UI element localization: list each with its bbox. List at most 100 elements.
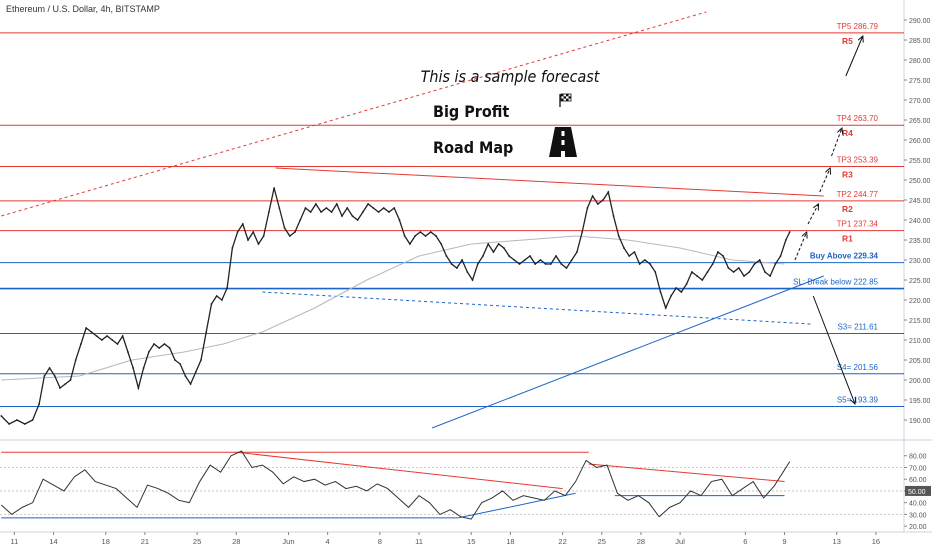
- price-point: [252, 231, 255, 233]
- price-point: [612, 215, 615, 217]
- price-point: [513, 259, 516, 261]
- price-point: [596, 203, 599, 205]
- sample-forecast-text: This is a sample forecast: [421, 67, 601, 86]
- price-point: [753, 263, 756, 265]
- price-point: [758, 259, 761, 261]
- y-tick-label: 265.00: [909, 118, 931, 125]
- price-point: [664, 307, 667, 309]
- price-point: [403, 235, 406, 237]
- level-label-tp2: TP2 244.77: [837, 190, 879, 199]
- x-tick-label: 18: [506, 537, 514, 546]
- price-point: [408, 243, 411, 245]
- x-tick-label: 14: [49, 537, 57, 546]
- price-point: [304, 207, 307, 209]
- price-point: [127, 351, 129, 353]
- price-point: [215, 295, 218, 297]
- price-point: [576, 251, 578, 253]
- y-tick-label: 240.00: [909, 218, 931, 225]
- level-label-buy: Buy Above 229.34: [810, 252, 879, 261]
- price-line: [0, 187, 791, 425]
- price-point: [497, 243, 500, 245]
- price-point: [335, 203, 338, 205]
- trendline-2: [431, 275, 824, 429]
- rsi-trendline-2: [588, 463, 785, 483]
- price-point: [680, 291, 683, 293]
- price-point: [278, 207, 281, 209]
- price-point: [779, 255, 782, 257]
- trendline-1: [1, 11, 707, 217]
- y-tick-label: 270.00: [909, 98, 931, 105]
- price-point: [706, 271, 709, 273]
- rsi-last-value: 50.00: [908, 489, 926, 496]
- rsi-y-tick-label: 30.00: [909, 512, 927, 519]
- price-point: [147, 351, 150, 353]
- price-point: [210, 303, 213, 305]
- price-point: [623, 247, 625, 249]
- y-tick-label: 260.00: [909, 138, 931, 145]
- price-point: [549, 263, 552, 265]
- price-point: [377, 211, 380, 213]
- rsi-y-tick-label: 20.00: [909, 524, 927, 531]
- price-point: [685, 283, 688, 285]
- x-tick-label: 6: [743, 537, 747, 546]
- price-point: [414, 235, 417, 237]
- price-point: [445, 255, 448, 257]
- price-point: [205, 331, 208, 333]
- price-point: [638, 263, 641, 265]
- x-tick-label: 25: [193, 537, 201, 546]
- price-point: [670, 295, 672, 297]
- grid: [0, 0, 932, 533]
- price-point: [487, 243, 490, 245]
- level-tag-r4: R4: [842, 128, 853, 138]
- price-point: [602, 199, 604, 201]
- x-tick-label: Jul: [675, 537, 685, 546]
- price-point: [179, 363, 182, 365]
- level-label-tp5: TP5 286.79: [837, 22, 879, 31]
- price-point: [142, 367, 145, 369]
- x-tick-label: Jun: [282, 537, 294, 546]
- level-label-s5: S5= 193.39: [837, 395, 879, 404]
- price-point: [262, 235, 265, 237]
- price-point: [23, 423, 26, 425]
- rsi-panel: [0, 450, 904, 520]
- level-label-tp1: TP1 237.34: [837, 220, 879, 229]
- y-tick-label: 200.00: [909, 378, 931, 385]
- price-point: [137, 387, 140, 389]
- y-tick-label: 280.00: [909, 58, 931, 65]
- price-point: [341, 215, 343, 217]
- y-tick-label: 230.00: [909, 258, 931, 265]
- price-point: [482, 255, 484, 257]
- x-tick-label: 11: [10, 537, 18, 546]
- price-point: [231, 247, 234, 249]
- y-tick-label: 195.00: [909, 398, 931, 405]
- price-point: [236, 231, 239, 233]
- price-point: [158, 347, 161, 349]
- y-tick-label: 190.00: [909, 418, 931, 425]
- price-point: [393, 207, 396, 209]
- forecast-arrow-3: [831, 128, 842, 157]
- price-point: [492, 251, 495, 253]
- price-point: [330, 211, 333, 213]
- moving-average: [1, 235, 785, 381]
- level-tag-r5: R5: [842, 36, 853, 46]
- price-point: [367, 203, 370, 205]
- x-tick-label: 22: [558, 537, 566, 546]
- price-point: [299, 219, 302, 221]
- price-point: [518, 263, 521, 265]
- price-point: [748, 271, 751, 273]
- forecast-arrow-5: [812, 295, 855, 404]
- price-point: [649, 263, 651, 265]
- forecast-arrows: [794, 36, 863, 404]
- price-point: [309, 211, 312, 213]
- price-point: [696, 275, 698, 277]
- price-point: [398, 219, 401, 221]
- price-point: [774, 263, 777, 265]
- price-point: [382, 207, 385, 209]
- price-point: [732, 271, 735, 273]
- y-tick-label: 290.00: [909, 18, 931, 25]
- price-point: [388, 211, 390, 213]
- big-profit-text: Big Profit: [433, 102, 509, 121]
- forecast-arrow-1: [807, 204, 818, 225]
- price-point: [628, 255, 631, 257]
